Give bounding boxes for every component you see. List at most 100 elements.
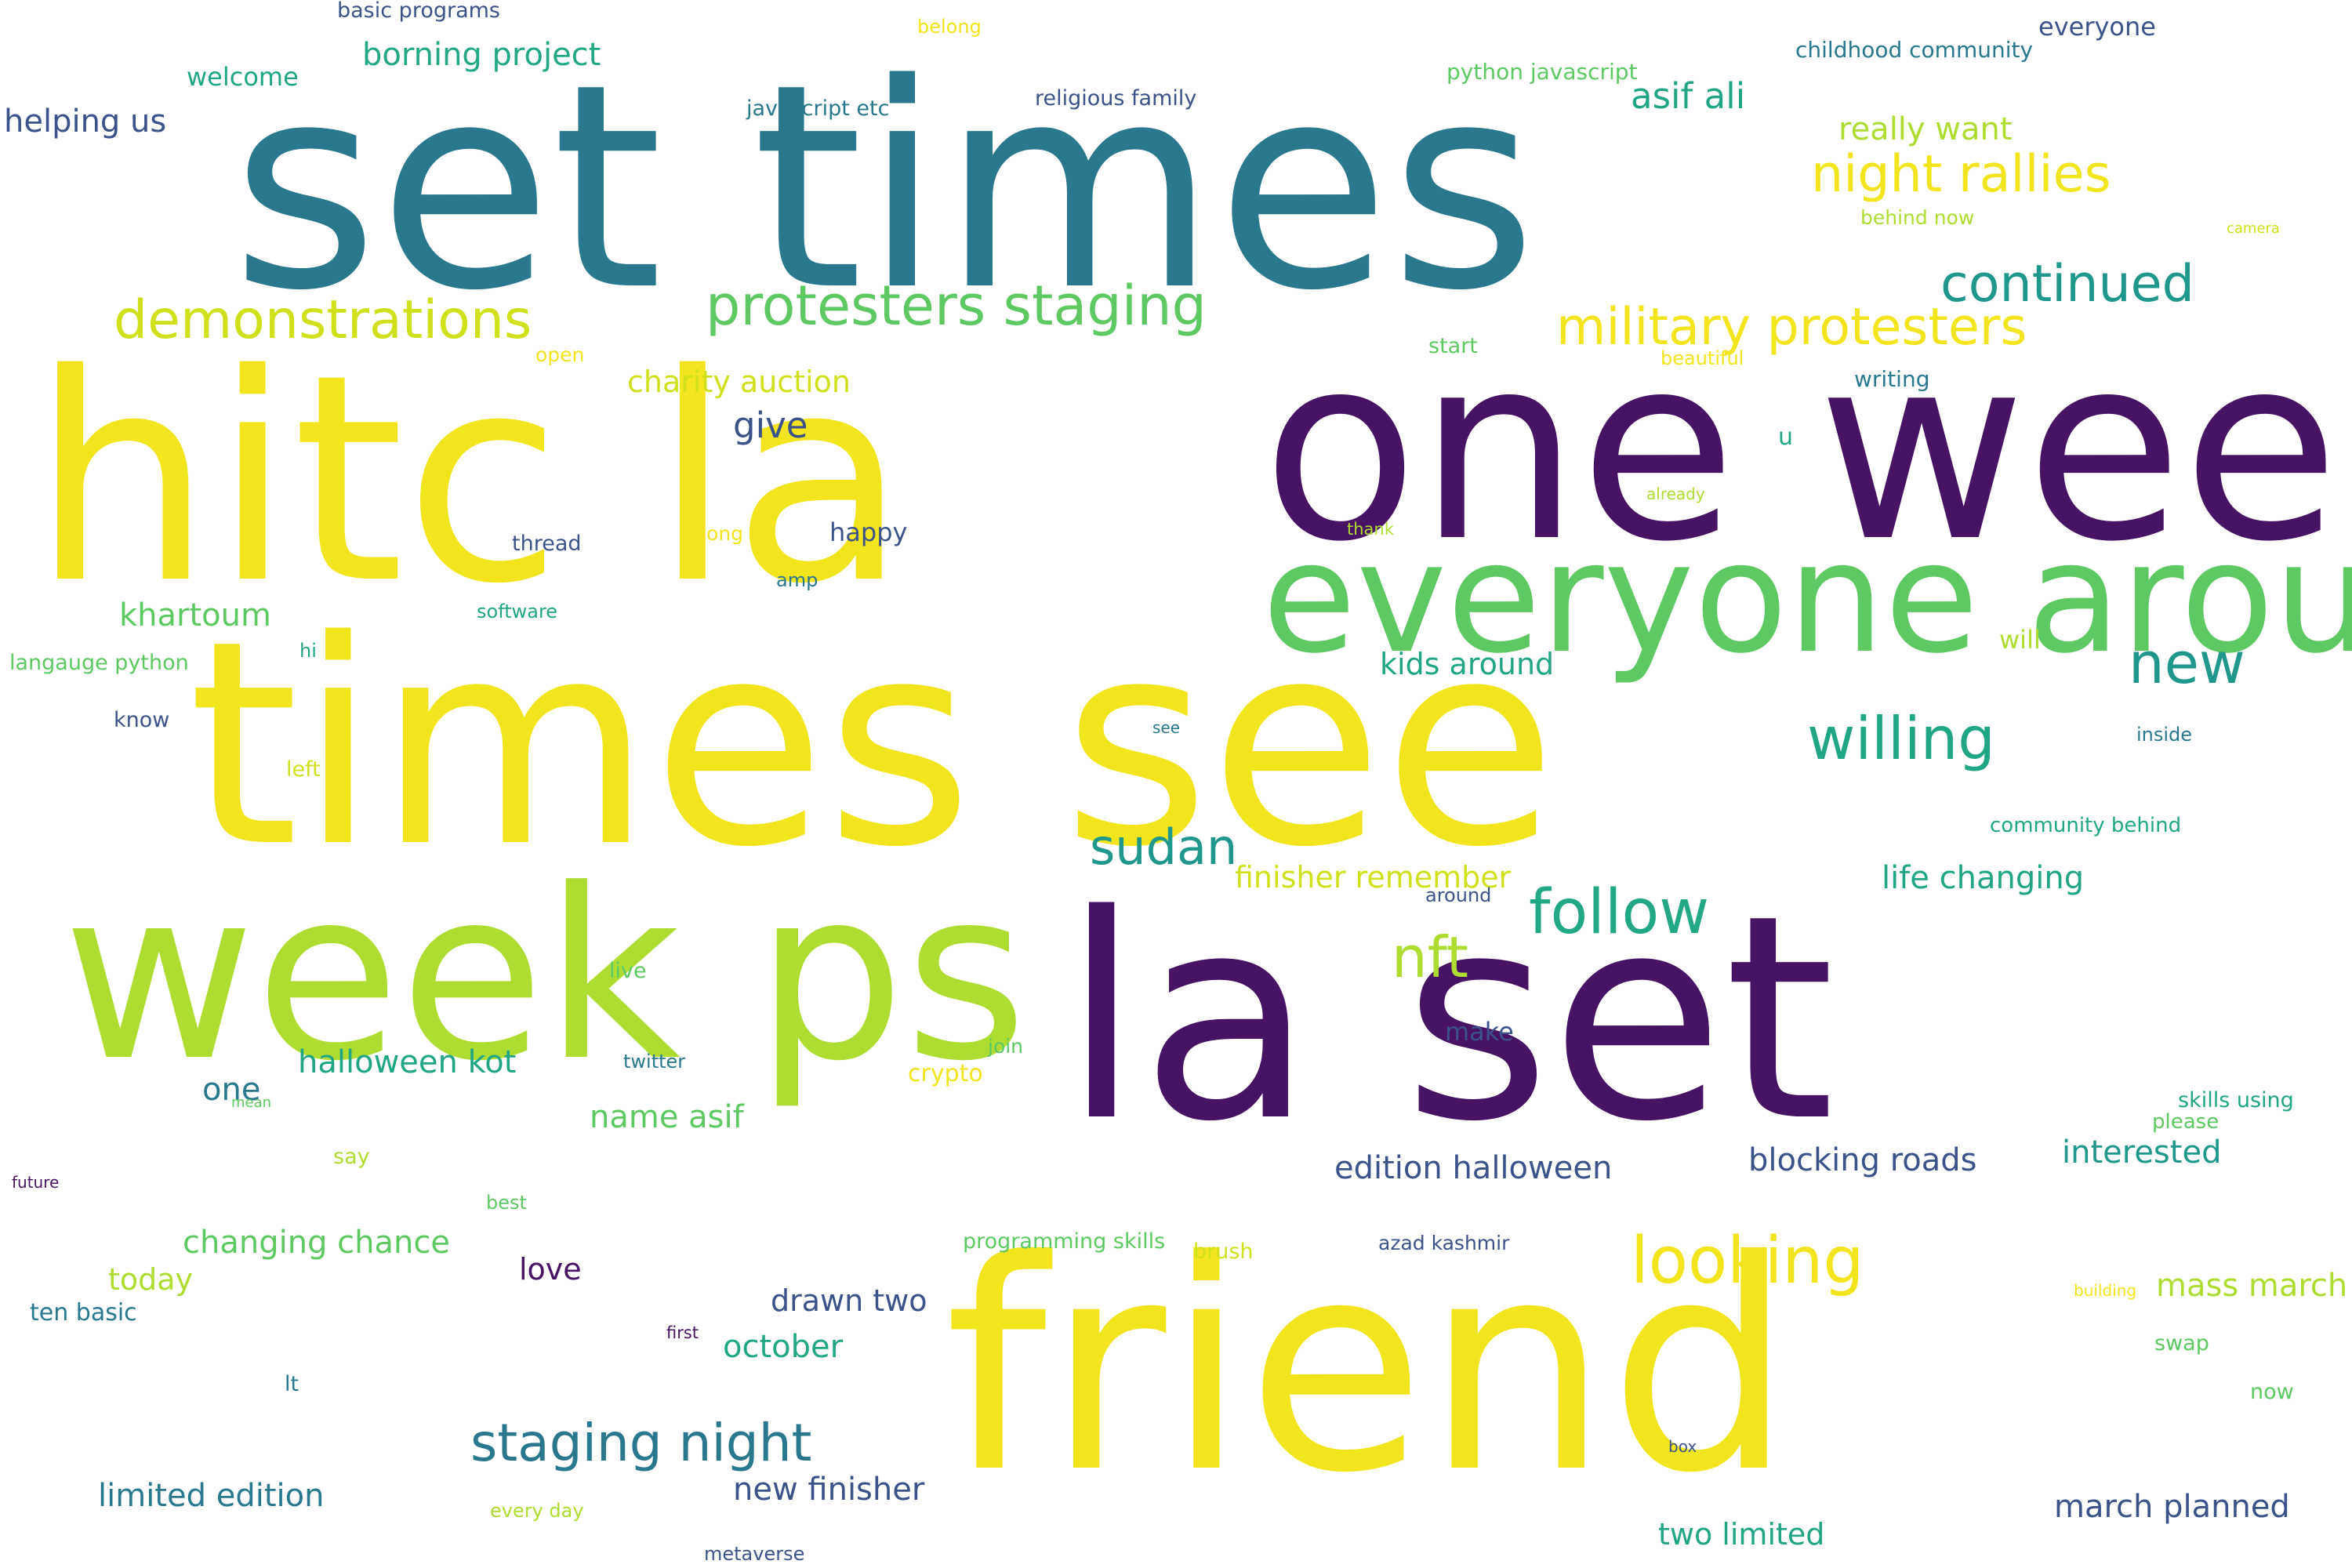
word-python-javascript: python javascript [1446,59,1638,85]
word-khartoum: khartoum [119,597,271,633]
word-protesters-staging: protesters staging [706,274,1207,338]
word-interested: interested [2062,1134,2222,1171]
word-today: today [108,1262,194,1297]
word-left: left [286,757,321,782]
word-week-ps: week ps [63,839,1028,1112]
word-love: love [519,1252,582,1287]
word-follow: follow [1529,877,1710,948]
word-belong: belong [917,16,982,38]
word-childhood-community: childhood community [1795,37,2034,63]
word-join: join [988,1035,1024,1058]
word-community-behind: community behind [1990,814,2182,837]
word-first: first [666,1323,699,1342]
word-lt: lt [285,1372,299,1396]
word-welcome: welcome [187,62,299,92]
word-limited-edition: limited edition [98,1478,325,1514]
word-software: software [477,601,558,622]
word-borning-project: borning project [362,37,601,73]
word-brush: brush [1193,1240,1254,1264]
word-la-set: la set [1062,855,1835,1183]
word-night-rallies: night rallies [1811,145,2111,204]
word-helping-us: helping us [4,103,167,140]
word-october: october [723,1329,844,1365]
word-asif-ali: asif ali [1631,75,1746,117]
word-thank: thank [1347,520,1394,539]
word-set-times: set times [231,24,1537,352]
word-camera: camera [2227,220,2280,237]
word-now: now [2250,1380,2294,1404]
word-future: future [12,1173,60,1192]
word-azad-kashmir: azad kashmir [1378,1232,1510,1254]
word-finisher-remember: finisher remember [1235,860,1512,895]
word-everyone-around: everyone around [1262,509,2352,687]
word-looking: looking [1631,1224,1864,1298]
word-continued: continued [1940,255,2194,314]
word-every-day: every day [490,1500,584,1522]
word-sudan: sudan [1090,818,1238,876]
word-demonstrations: demonstrations [114,289,532,351]
word-staging-night: staging night [470,1413,812,1473]
word-already: already [1646,485,1705,503]
word-nft: nft [1392,924,1468,990]
word-hitc-la: hitc la [31,314,908,647]
word-amp: amp [776,569,818,591]
word-open: open [535,343,585,366]
word-new-finisher: new finisher [733,1472,925,1508]
word-behind-now: behind now [1860,206,1975,229]
word-drawn-two: drawn two [771,1283,927,1318]
word-crypto: crypto [908,1060,983,1087]
word-march-planned: march planned [2054,1489,2290,1525]
word-ten-basic: ten basic [30,1299,137,1327]
word-javascript-etc: javascript etc [746,96,890,121]
word-live: live [609,959,647,983]
word-swap: swap [2154,1331,2209,1356]
word-will: will [1999,625,2041,655]
word-mass-march: mass march [2156,1268,2348,1304]
word-langauge-python: langauge python [9,651,189,675]
word-start: start [1428,334,1478,358]
word-changing-chance: changing chance [183,1225,450,1261]
word-willing: willing [1807,704,1995,773]
word-twitter: twitter [623,1051,686,1073]
word-hi: hi [299,640,317,662]
word-around: around [1425,884,1492,906]
word-programming-skills: programming skills [963,1229,1166,1254]
word-blocking-roads: blocking roads [1748,1142,1977,1178]
word-happy: happy [829,517,908,547]
word-know: know [114,708,170,732]
word-song: song [696,522,744,545]
word-box: box [1668,1437,1697,1456]
word-basic-programs: basic programs [337,0,500,23]
word-two-limited: two limited [1658,1517,1825,1552]
word-writing: writing [1854,366,1930,392]
word-religious-family: religious family [1035,86,1197,111]
word-see: see [1152,718,1181,737]
word-charity-auction: charity auction [627,365,851,399]
word-one: one [202,1072,261,1108]
word-really-want: really want [1838,111,2013,147]
word-everyone: everyone [2038,12,2156,42]
word-beautiful: beautiful [1661,347,1744,369]
word-metaverse: metaverse [704,1543,805,1565]
word-halloween-kot: halloween kot [298,1044,517,1080]
word-name-asif: name asif [590,1099,744,1135]
word-skills-using: skills using [2178,1088,2294,1112]
word-inside: inside [2136,724,2193,746]
word-best: best [486,1192,527,1214]
word-new: new [2129,630,2245,696]
word-times-see: times see [188,580,1557,909]
word-one-week: one week [1262,300,2352,597]
word-thread: thread [512,532,582,556]
word-life-changing: life changing [1882,860,2085,896]
word-edition-halloween: edition halloween [1334,1150,1613,1186]
word-kids-around: kids around [1380,647,1555,681]
word-please: please [2152,1110,2220,1134]
word-give: give [733,405,808,446]
word-military-protesters: military protesters [1556,298,2027,357]
word-say: say [333,1145,370,1169]
word-building: building [2074,1281,2137,1300]
word-mean: mean [231,1094,272,1111]
word-friend: friend [945,1200,1794,1537]
word-u: u [1778,423,1794,451]
